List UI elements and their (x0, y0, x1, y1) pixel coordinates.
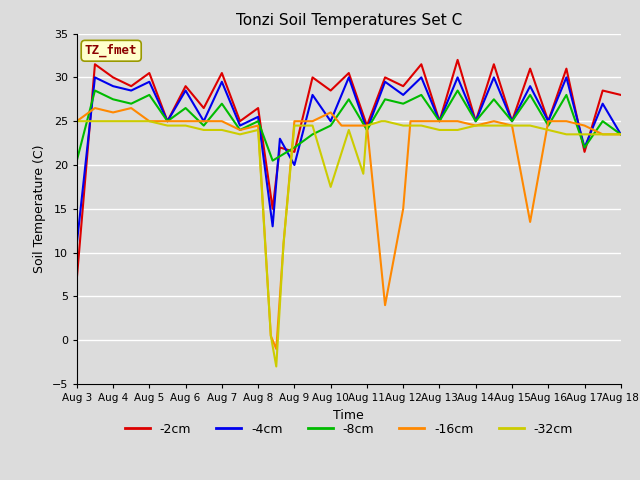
X-axis label: Time: Time (333, 408, 364, 421)
Title: Tonzi Soil Temperatures Set C: Tonzi Soil Temperatures Set C (236, 13, 462, 28)
Y-axis label: Soil Temperature (C): Soil Temperature (C) (33, 144, 46, 273)
Text: TZ_fmet: TZ_fmet (85, 44, 138, 58)
Legend: -2cm, -4cm, -8cm, -16cm, -32cm: -2cm, -4cm, -8cm, -16cm, -32cm (120, 418, 578, 441)
